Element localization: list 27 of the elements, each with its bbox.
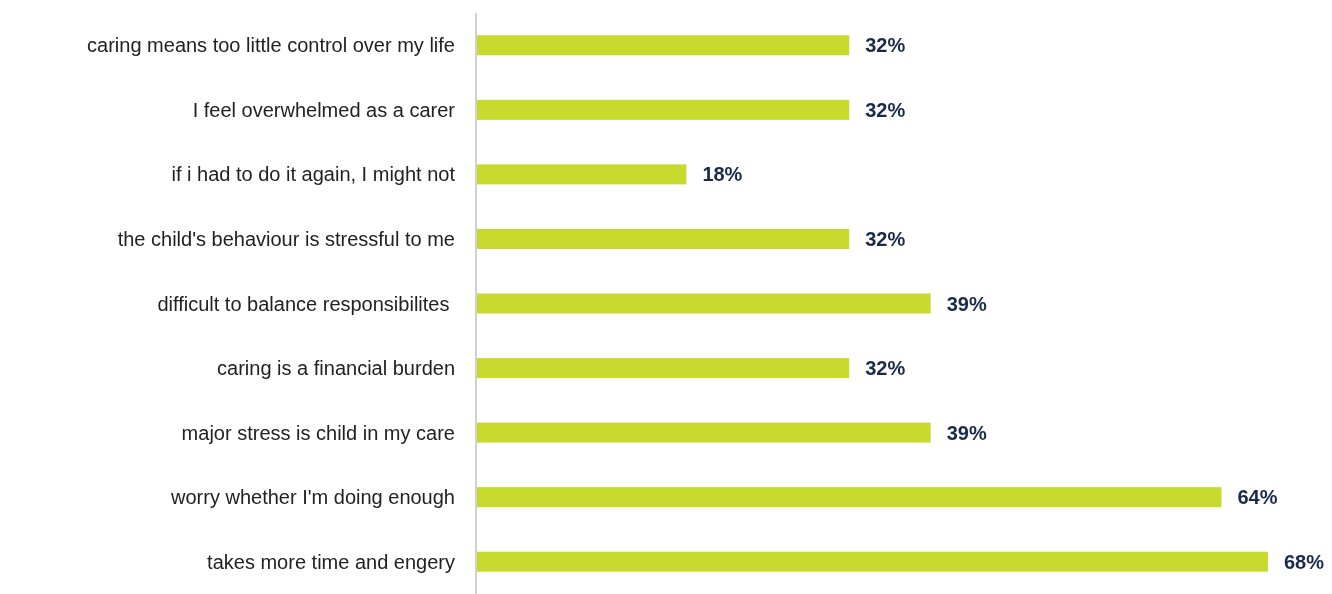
y-tick-label: takes more time and engery	[207, 550, 455, 573]
bar	[477, 422, 931, 443]
y-tick-label: major stress is child in my care	[181, 421, 455, 444]
data-label: 32%	[865, 98, 906, 121]
y-tick-label: I feel overwhelmed as a carer	[192, 98, 456, 121]
data-label: 32%	[865, 34, 906, 57]
data-label: 32%	[865, 227, 906, 250]
bar	[477, 164, 687, 185]
data-label: 32%	[865, 357, 906, 380]
data-label: 18%	[702, 163, 743, 186]
bar	[477, 293, 931, 314]
y-tick-label: difficult to balance responsibilites	[157, 292, 455, 315]
y-tick-label: the child's behaviour is stressful to me	[117, 227, 455, 250]
y-tick-label: caring means too little control over my life	[87, 34, 455, 57]
data-label: 39%	[946, 421, 987, 444]
bar	[477, 228, 850, 249]
data-label: 39%	[946, 292, 987, 315]
bar	[477, 358, 850, 379]
y-tick-label: if i had to do it again, I might not	[171, 163, 456, 186]
bar	[477, 487, 1222, 508]
data-label: 68%	[1284, 550, 1325, 573]
bar	[477, 35, 850, 56]
y-tick-label: caring is a financial burden	[217, 357, 455, 380]
y-tick-label: worry whether I'm doing enough	[170, 486, 455, 509]
bar	[477, 99, 850, 120]
data-label: 64%	[1237, 486, 1278, 509]
bar	[477, 551, 1268, 572]
